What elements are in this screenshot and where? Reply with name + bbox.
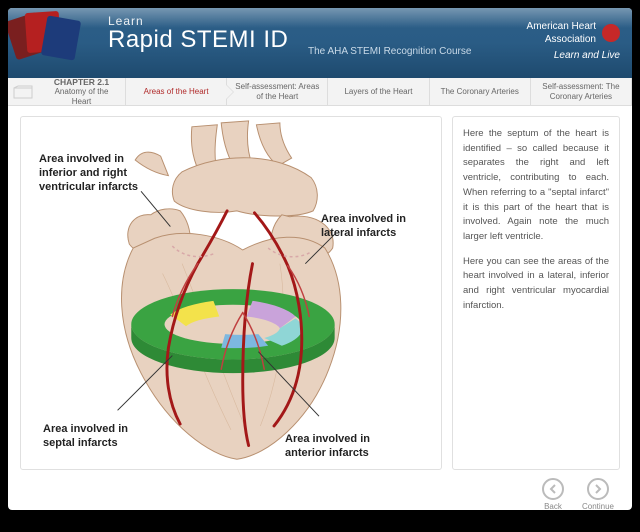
chapter-icon	[8, 78, 38, 105]
tab-label: Self-assessment: The Coronary Arteries	[537, 82, 625, 101]
label-line: ventricular infarcts	[39, 181, 138, 195]
label-line: Area involved in	[285, 433, 370, 447]
heart-diagram: Area involved in inferior and right vent…	[20, 116, 442, 470]
course-window: Learn Rapid STEMI ID The AHA STEMI Recog…	[8, 8, 632, 510]
nav-label: Back	[544, 502, 562, 511]
title-block: Learn Rapid STEMI ID	[108, 14, 288, 52]
explanation-text: Here the septum of the heart is identifi…	[452, 116, 620, 470]
brand-tagline: Learn and Live	[527, 50, 620, 61]
brand-block: American Heart Association Learn and Liv…	[527, 20, 620, 61]
tab-label: Self-assessment: Areas of the Heart	[233, 82, 321, 101]
label-line: Area involved in	[43, 423, 128, 437]
continue-button[interactable]: Continue	[582, 478, 614, 511]
forward-arrow-icon	[587, 478, 609, 500]
label-line: lateral infarcts	[321, 227, 406, 241]
tab-self-assess-coronary[interactable]: Self-assessment: The Coronary Arteries	[531, 78, 632, 105]
tab-label: The Coronary Arteries	[441, 87, 519, 97]
tab-self-assess-areas[interactable]: Self-assessment: Areas of the Heart	[227, 78, 328, 105]
label-septal: Area involved in septal infarcts	[43, 423, 128, 451]
paragraph: Here you can see the areas of the heart …	[463, 255, 609, 314]
nav-controls: Back Continue	[8, 476, 632, 511]
tab-layers-of-heart[interactable]: Layers of the Heart	[328, 78, 429, 105]
brand-line2: Association	[545, 34, 596, 45]
decor-book	[41, 15, 81, 60]
chapter-tabs: CHAPTER 2.1 Anatomy of the Heart Areas o…	[8, 78, 632, 106]
side-panel: Here the septum of the heart is identifi…	[452, 116, 620, 470]
content-row: Area involved in inferior and right vent…	[8, 106, 632, 476]
heart-logo-icon	[602, 24, 620, 42]
banner-kicker: Learn	[108, 14, 288, 28]
label-line: Area involved in	[39, 153, 138, 167]
back-button[interactable]: Back	[542, 478, 564, 511]
banner-title: Rapid STEMI ID	[108, 28, 288, 52]
brand-line1: American Heart	[527, 21, 596, 32]
chapter-number: CHAPTER 2.1	[44, 77, 119, 87]
tab-chapter[interactable]: CHAPTER 2.1 Anatomy of the Heart	[38, 78, 126, 105]
label-anterior: Area involved in anterior infarcts	[285, 433, 370, 461]
banner: Learn Rapid STEMI ID The AHA STEMI Recog…	[8, 8, 632, 78]
label-line: anterior infarcts	[285, 447, 370, 461]
back-arrow-icon	[542, 478, 564, 500]
tab-areas-of-heart[interactable]: Areas of the Heart	[126, 78, 227, 105]
nav-label: Continue	[582, 502, 614, 511]
label-line: inferior and right	[39, 167, 138, 181]
tab-label: Areas of the Heart	[144, 87, 209, 97]
brand-name: American Heart Association	[527, 20, 596, 46]
chapter-name: Anatomy of the Heart	[44, 87, 119, 106]
label-lateral: Area involved in lateral infarcts	[321, 213, 406, 241]
label-line: Area involved in	[321, 213, 406, 227]
tab-coronary-arteries[interactable]: The Coronary Arteries	[430, 78, 531, 105]
tab-label: Layers of the Heart	[344, 87, 412, 97]
banner-subtitle: The AHA STEMI Recognition Course	[308, 46, 471, 57]
label-inferior-rv: Area involved in inferior and right vent…	[39, 153, 138, 194]
label-line: septal infarcts	[43, 437, 128, 451]
paragraph: Here the septum of the heart is identifi…	[463, 127, 609, 245]
